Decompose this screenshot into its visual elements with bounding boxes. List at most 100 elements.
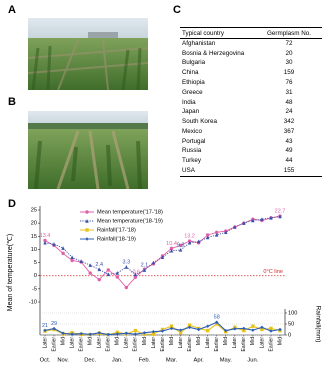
value-label: 22.7 [275,208,286,214]
data-point [124,285,129,290]
data-point [178,328,183,332]
data-point [160,255,165,260]
value-label: 3.3 [123,259,131,265]
table-row: Russia 49 [180,147,322,157]
table-cell: 159 [283,69,295,77]
data-point [142,331,147,335]
x-tick-label: Mid [142,337,148,345]
data-point [242,221,246,225]
x-tick-label: Earlier [214,337,220,352]
data-point [205,235,210,240]
x-tick-label: Later [97,337,103,349]
legend-marker [85,219,89,223]
data-point [269,326,273,331]
data-point [278,327,282,332]
x-tick-label: Earlier [268,337,274,352]
data-point [133,328,138,333]
value-label: 10.4 [166,241,177,247]
y2-axis-label: Rainfall(mm) [314,306,321,343]
table-cell: 155 [256,166,322,177]
series-line [44,216,281,275]
table-cell: Ethiopia [182,79,205,87]
data-point [106,268,110,272]
x-group-label: Jan. [112,358,123,364]
value-label: 21 [42,323,48,329]
x-tick-label: Mid [88,337,94,345]
data-point [70,255,74,260]
y-tick-label: 25 [31,207,37,213]
data-point [151,260,156,265]
x-group-label: Mar. [166,358,178,364]
data-point [133,275,138,279]
x-tick-label: Mid [60,337,66,345]
x-tick-label: Mid [250,337,256,345]
value-label: 2.4 [95,262,103,268]
panel-label: C [173,4,181,16]
table-cell: 367 [283,127,295,135]
table-cell: 76 [285,79,293,87]
data-point [115,271,120,275]
table-cell: Portugal [182,137,206,145]
x-group-label: Jun. [247,358,258,364]
climate-chart: -10 -5 0 5 10 15 20 25 0 50 100 Mean of temperature… [7,206,321,364]
data-point [115,275,120,279]
x-group-label: May. [220,358,233,364]
x-tick-label: Mid [169,337,175,345]
data-point [88,263,92,267]
data-point [196,239,201,244]
data-point [278,214,282,219]
value-label: 2.1 [141,263,149,269]
data-point [61,331,65,335]
table-cell: USA [180,166,256,177]
table-cell: Bosnia & Herzegovina [182,49,245,57]
data-point [205,233,210,237]
y-tick-label: -5 [32,286,37,292]
x-tick-label: Later [205,337,211,349]
data-point [260,327,264,332]
legend-marker [85,210,89,214]
data-point [97,331,101,335]
x-tick-label: Mid [277,337,283,345]
data-point [88,271,92,275]
x-group-label: Apr. [193,358,204,364]
data-point [79,331,83,336]
table-cell: 342 [283,118,295,126]
data-point [187,240,192,245]
x-tick-label: Earlier [241,337,247,352]
data-point [106,332,110,337]
panel-label: B [8,96,16,108]
legend-label: Rainfall('18-'19) [97,236,136,242]
table-row: USA 155 [180,166,322,177]
table-cell: South Korea [182,118,218,126]
table-row: South Korea 342 [180,117,322,127]
y2-tick-label: 100 [288,310,297,316]
table-cell: 72 [285,39,293,47]
x-tick-label: Earlier [106,337,112,352]
data-point [251,324,255,328]
data-point [269,329,273,333]
x-tick-label: Later [42,337,48,349]
data-point [97,267,101,272]
data-point [169,326,174,331]
table-cell: India [182,98,196,106]
table-cell: 43 [285,137,293,145]
table-row: Bosnia & Herzegovina 20 [180,49,322,59]
data-point [52,326,56,331]
table-cell: Russia [182,147,202,155]
y-tick-label: 15 [31,234,37,240]
x-tick-label: Later [69,337,75,349]
y-tick-label: -10 [29,299,37,305]
table-row: Japan 24 [180,107,322,117]
x-tick-label: Later [151,337,157,349]
field-photo [28,18,148,90]
table-cell: 24 [285,108,293,116]
data-point [169,324,174,328]
legend-label: Rainfall('17-'18) [97,227,136,233]
data-point [115,332,120,336]
value-label: 29 [51,321,57,327]
data-point [224,230,228,235]
data-point [178,247,183,252]
data-point [260,217,264,221]
table-cell: Turkey [182,157,202,165]
